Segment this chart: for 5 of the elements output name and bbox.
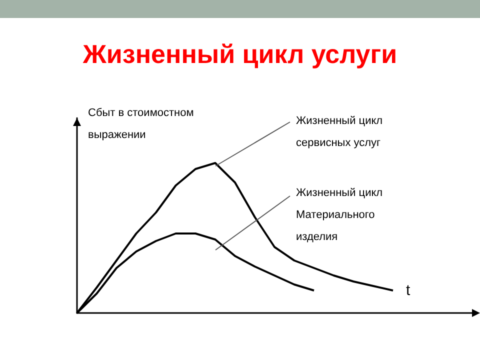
x-axis-title: t [406,281,412,301]
text: Жизненный цикл сервисных услуг [296,114,384,151]
annotation: Жизненный цикл Материального изделия [296,186,384,245]
y-axis-title: Сбыт в стоимостном выражении [88,106,195,143]
chart-title: Жизненный цикл услуги [82,39,398,69]
